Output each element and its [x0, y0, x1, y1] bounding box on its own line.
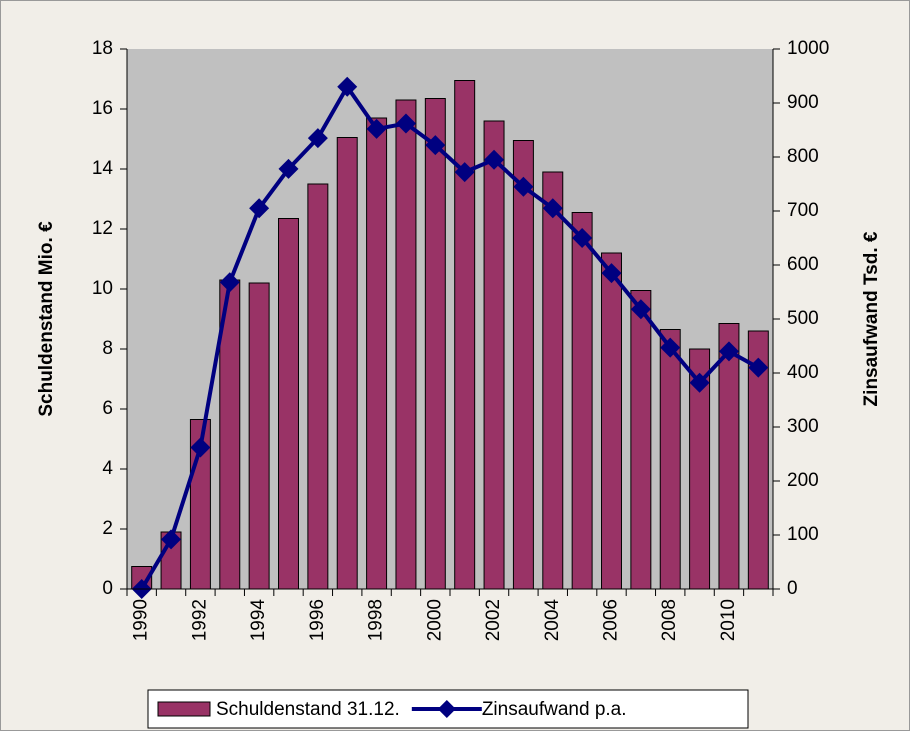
y-tick-label: 0 — [102, 578, 113, 599]
bar — [278, 218, 299, 590]
marker — [630, 299, 651, 320]
bar — [571, 212, 593, 590]
legend-marker — [437, 700, 456, 718]
y2-tick-label: 300 — [787, 416, 819, 437]
marker — [249, 198, 270, 219]
x-tick-label: 1994 — [248, 599, 269, 642]
marker — [278, 158, 299, 179]
bar — [248, 282, 270, 590]
y2-axis-label: Zinsaufwand Tsd. € — [861, 231, 882, 406]
marker — [484, 149, 505, 170]
bar — [366, 117, 388, 590]
marker — [513, 176, 534, 197]
y2-tick-label: 0 — [787, 578, 798, 599]
y2-tick-label: 700 — [787, 200, 819, 221]
y2-tick-label: 900 — [787, 92, 819, 113]
y-tick-label: 8 — [102, 338, 113, 359]
marker — [337, 76, 358, 97]
y-tick-label: 10 — [92, 278, 113, 299]
marker — [395, 113, 416, 134]
y2-tick-label: 800 — [787, 146, 819, 167]
marker — [161, 529, 182, 550]
legend-label: Schuldenstand 31.12. — [216, 699, 400, 720]
bar — [395, 99, 417, 590]
y-axis-label: Schuldenstand Mio. € — [36, 221, 57, 417]
marker — [689, 372, 710, 393]
x-tick-label: 2000 — [424, 599, 445, 641]
y-tick-label: 14 — [92, 158, 114, 179]
y2-tick-label: 600 — [787, 254, 819, 275]
x-tick-label: 1992 — [189, 599, 210, 641]
marker — [307, 128, 328, 149]
y2-tick-label: 100 — [787, 524, 819, 545]
y-tick-label: 4 — [102, 458, 113, 479]
marker — [748, 357, 769, 378]
x-tick-label: 2002 — [483, 599, 504, 641]
marker — [366, 118, 387, 139]
x-tick-label: 2010 — [718, 599, 739, 641]
legend: Schuldenstand 31.12. Zinsaufwand p.a. — [147, 689, 749, 729]
y2-tick-label: 400 — [787, 362, 819, 383]
x-tick-label: 1990 — [131, 599, 152, 641]
marker — [660, 337, 681, 358]
bar — [336, 137, 358, 590]
legend-swatch — [157, 701, 211, 717]
y-tick-label: 18 — [92, 38, 113, 59]
x-tick-label: 2008 — [659, 599, 680, 641]
marker — [718, 341, 739, 362]
x-tick-label: 1996 — [307, 599, 328, 641]
bar — [483, 120, 505, 590]
y2-tick-label: 200 — [787, 470, 819, 491]
marker — [190, 437, 211, 458]
bar — [601, 252, 622, 590]
marker — [542, 198, 563, 219]
x-tick-label: 1998 — [366, 599, 387, 641]
legend-label: Zinsaufwand p.a. — [482, 699, 627, 720]
bar — [454, 80, 476, 590]
marker — [219, 272, 240, 293]
y-tick-label: 12 — [92, 218, 113, 239]
y-tick-label: 16 — [92, 98, 113, 119]
bar — [659, 329, 681, 590]
line — [139, 83, 760, 591]
y-tick-label: 2 — [102, 518, 113, 539]
bar — [307, 183, 329, 590]
marker — [572, 228, 593, 248]
x-tick-label: 2006 — [601, 599, 622, 641]
marker — [454, 162, 475, 183]
bar — [630, 290, 652, 590]
bar — [424, 98, 446, 590]
y2-tick-label: 500 — [787, 308, 819, 329]
y-tick-label: 6 — [102, 398, 113, 419]
x-tick-label: 2004 — [542, 599, 563, 642]
bar — [718, 323, 740, 590]
marker — [601, 263, 622, 284]
bar — [512, 140, 534, 590]
marker — [425, 135, 446, 156]
bar — [542, 171, 564, 590]
y2-tick-label: 1000 — [787, 38, 829, 59]
